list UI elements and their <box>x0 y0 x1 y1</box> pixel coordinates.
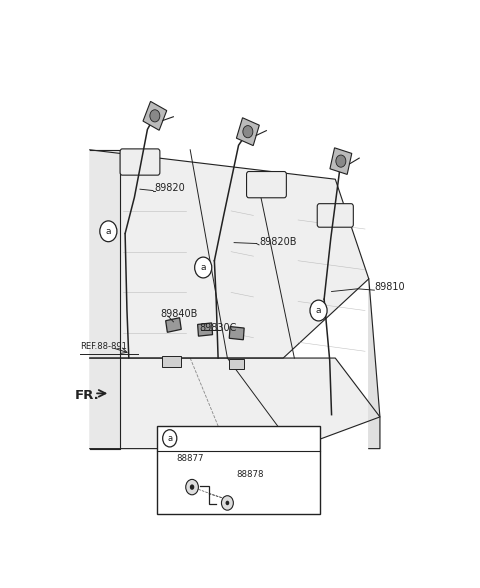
Polygon shape <box>90 150 120 449</box>
Polygon shape <box>330 148 352 175</box>
Bar <box>229 359 244 369</box>
Circle shape <box>336 155 346 167</box>
Polygon shape <box>229 326 244 340</box>
Text: a: a <box>316 306 321 315</box>
Circle shape <box>310 300 327 321</box>
Text: 89820B: 89820B <box>259 237 297 247</box>
Text: FR.: FR. <box>75 389 100 402</box>
Text: 89810: 89810 <box>374 282 405 292</box>
Text: a: a <box>201 263 206 272</box>
Text: REF.88-891: REF.88-891 <box>81 342 127 351</box>
Circle shape <box>190 485 194 490</box>
Polygon shape <box>369 279 380 449</box>
Polygon shape <box>237 118 259 146</box>
Circle shape <box>100 221 117 242</box>
Text: a: a <box>167 434 172 443</box>
Polygon shape <box>90 150 369 358</box>
FancyBboxPatch shape <box>317 203 353 227</box>
Polygon shape <box>90 358 380 449</box>
Polygon shape <box>166 318 181 332</box>
Circle shape <box>243 126 253 138</box>
Circle shape <box>226 501 229 505</box>
FancyBboxPatch shape <box>120 149 160 175</box>
Text: 89820: 89820 <box>155 182 186 192</box>
Bar <box>162 356 181 367</box>
Circle shape <box>150 110 160 122</box>
Circle shape <box>163 430 177 447</box>
FancyBboxPatch shape <box>247 172 287 198</box>
Circle shape <box>186 479 198 495</box>
Text: 89830C: 89830C <box>200 323 237 333</box>
Text: 89840B: 89840B <box>160 309 198 319</box>
Circle shape <box>221 496 233 510</box>
Circle shape <box>195 257 212 278</box>
Polygon shape <box>143 101 167 131</box>
Text: 88877: 88877 <box>176 455 204 463</box>
Text: a: a <box>106 227 111 236</box>
Bar <box>156 426 321 514</box>
Text: 88878: 88878 <box>237 470 264 479</box>
Polygon shape <box>198 323 213 336</box>
